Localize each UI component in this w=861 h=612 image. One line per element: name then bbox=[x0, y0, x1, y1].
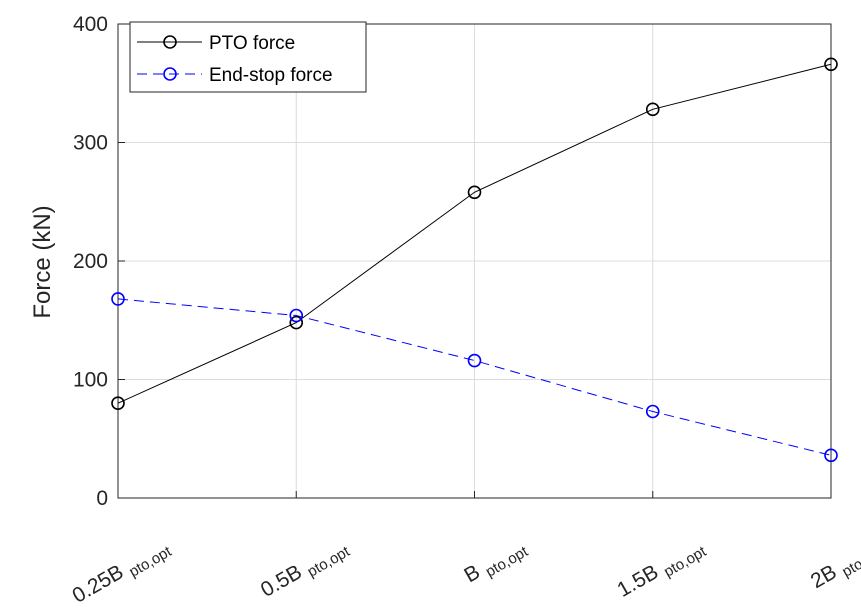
series-line bbox=[117, 63, 832, 404]
data-point bbox=[645, 404, 660, 419]
x-tick-label-main: 1.5B bbox=[613, 560, 662, 602]
legend-item: End-stop force bbox=[137, 65, 333, 86]
x-tick-label-main: 2B bbox=[807, 560, 841, 593]
x-tick-label-subscript: pto,opt bbox=[126, 543, 175, 581]
x-tick-label-subscript: pto,opt bbox=[305, 543, 354, 581]
data-point bbox=[824, 448, 838, 463]
axis-ticks: 0.25Bpto,opt 0.5Bpto,opt Bpto,opt 1.5Bpto,o… bbox=[69, 13, 861, 611]
data-point bbox=[111, 292, 125, 306]
x-tick-label: 0.5Bpto,opt bbox=[257, 534, 354, 605]
data-point bbox=[111, 396, 125, 411]
x-tick-label-subscript: pto,opt bbox=[839, 543, 861, 581]
x-tick-label: 1.5Bpto,opt bbox=[613, 534, 710, 605]
grid-lines bbox=[117, 23, 832, 499]
legend: PTO force End-stop force bbox=[129, 21, 367, 93]
legend-marker bbox=[163, 67, 177, 81]
data-point bbox=[645, 102, 660, 117]
x-tick-label: Bpto,opt bbox=[460, 534, 531, 591]
data-point bbox=[289, 308, 304, 323]
legend-marker bbox=[163, 35, 177, 49]
x-tick-label-main: 0.25B bbox=[69, 560, 128, 607]
x-tick-label: 2Bpto,opt bbox=[807, 534, 861, 597]
y-tick-label: 300 bbox=[73, 132, 108, 155]
series-layer bbox=[111, 57, 838, 463]
x-tick-label: 0.25Bpto,opt bbox=[69, 534, 176, 611]
x-tick-label-main: 0.5B bbox=[257, 560, 306, 602]
data-point bbox=[824, 57, 838, 72]
x-tick-label-subscript: pto,opt bbox=[483, 543, 532, 581]
x-tick-label-subscript: pto,opt bbox=[661, 543, 710, 581]
x-tick-label-main: B bbox=[460, 560, 484, 587]
series-2 bbox=[111, 292, 838, 463]
y-tick-label: 0 bbox=[96, 487, 108, 510]
data-point bbox=[289, 315, 304, 330]
legend-item: PTO force bbox=[137, 33, 295, 54]
y-tick-label: 200 bbox=[73, 250, 108, 273]
legend-label: PTO force bbox=[209, 33, 295, 54]
y-axis-label: Force (kN) bbox=[29, 205, 56, 318]
y-tick-label: 400 bbox=[73, 13, 108, 36]
y-tick-label: 100 bbox=[73, 369, 108, 392]
series-1 bbox=[111, 57, 838, 411]
series-line bbox=[117, 298, 832, 456]
data-point bbox=[467, 353, 482, 368]
legend-label: End-stop force bbox=[209, 65, 333, 86]
data-point bbox=[467, 185, 482, 200]
